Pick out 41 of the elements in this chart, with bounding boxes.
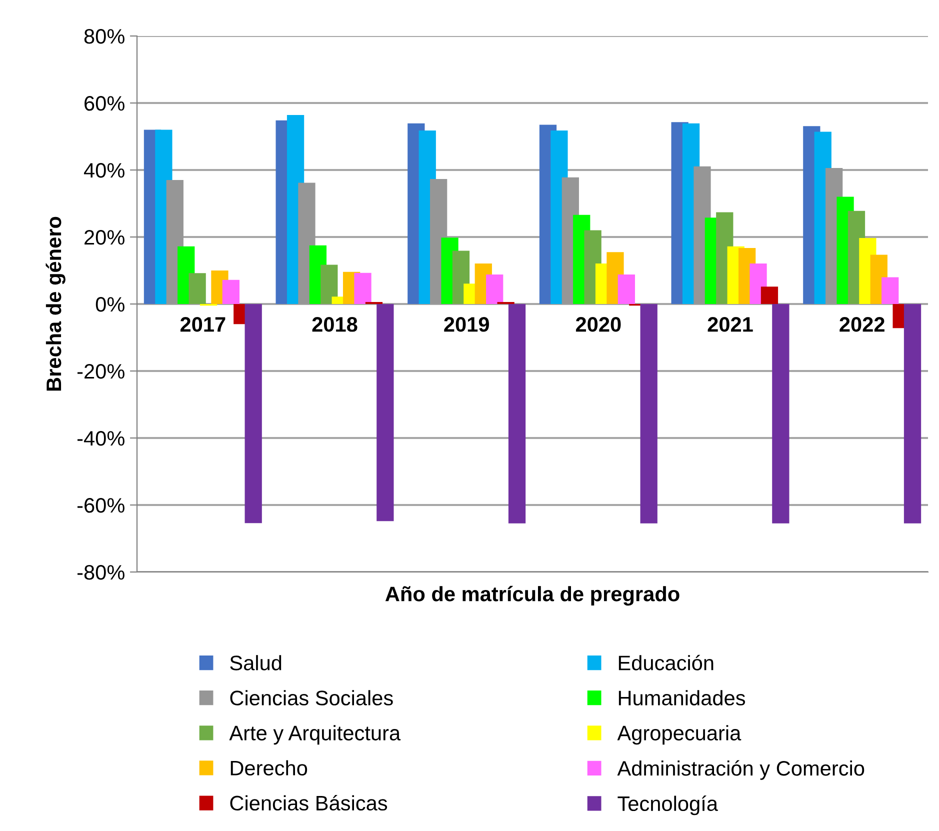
bar bbox=[376, 304, 394, 522]
y-tick-label: -20% bbox=[77, 364, 124, 379]
y-axis-title: Brecha de género bbox=[46, 216, 66, 391]
bar bbox=[508, 304, 526, 524]
x-axis-title: Año de matrícula de pregrado bbox=[385, 586, 680, 606]
x-tick-label: 2017 bbox=[180, 317, 226, 332]
bar bbox=[320, 264, 338, 304]
legend-label: Tecnología bbox=[618, 795, 718, 816]
legend-label: Ciencias Básicas bbox=[230, 795, 388, 811]
legend-label: Educación bbox=[618, 654, 714, 670]
bar bbox=[222, 280, 240, 304]
bar bbox=[618, 274, 635, 304]
x-tick-label: 2020 bbox=[576, 317, 621, 332]
bar bbox=[640, 304, 658, 524]
bar bbox=[486, 274, 504, 304]
x-tick-label: 2019 bbox=[444, 317, 489, 332]
legend-label: Administración y Comercio bbox=[617, 760, 864, 780]
x-tick-label: 2022 bbox=[840, 317, 884, 332]
bar bbox=[760, 286, 778, 304]
bar bbox=[354, 272, 372, 304]
legend-label: Humanidades bbox=[618, 690, 746, 706]
x-tick-label: 2018 bbox=[312, 317, 358, 332]
y-tick-label: 20% bbox=[84, 230, 124, 245]
legend-label: Salud bbox=[230, 655, 282, 670]
y-tick-label: 80% bbox=[84, 29, 124, 44]
y-tick-label: 40% bbox=[84, 163, 124, 178]
y-tick-label: 0% bbox=[96, 297, 124, 312]
y-tick-label: -80% bbox=[77, 565, 124, 580]
legend-label: Ciencias Sociales bbox=[230, 690, 393, 706]
y-tick-label: 60% bbox=[84, 96, 124, 111]
y-tick-label: -40% bbox=[77, 431, 124, 446]
bar bbox=[188, 273, 206, 304]
x-tick-label: 2021 bbox=[708, 317, 753, 332]
y-tick-label: -60% bbox=[77, 498, 124, 513]
legend-label: Derecho bbox=[230, 760, 308, 776]
bar bbox=[244, 304, 262, 524]
bar bbox=[904, 304, 922, 524]
legend-label: Agropecuaria bbox=[617, 725, 742, 745]
legend-label: Arte y Arquitectura bbox=[229, 725, 401, 745]
bar bbox=[772, 304, 790, 524]
bar bbox=[882, 277, 899, 304]
